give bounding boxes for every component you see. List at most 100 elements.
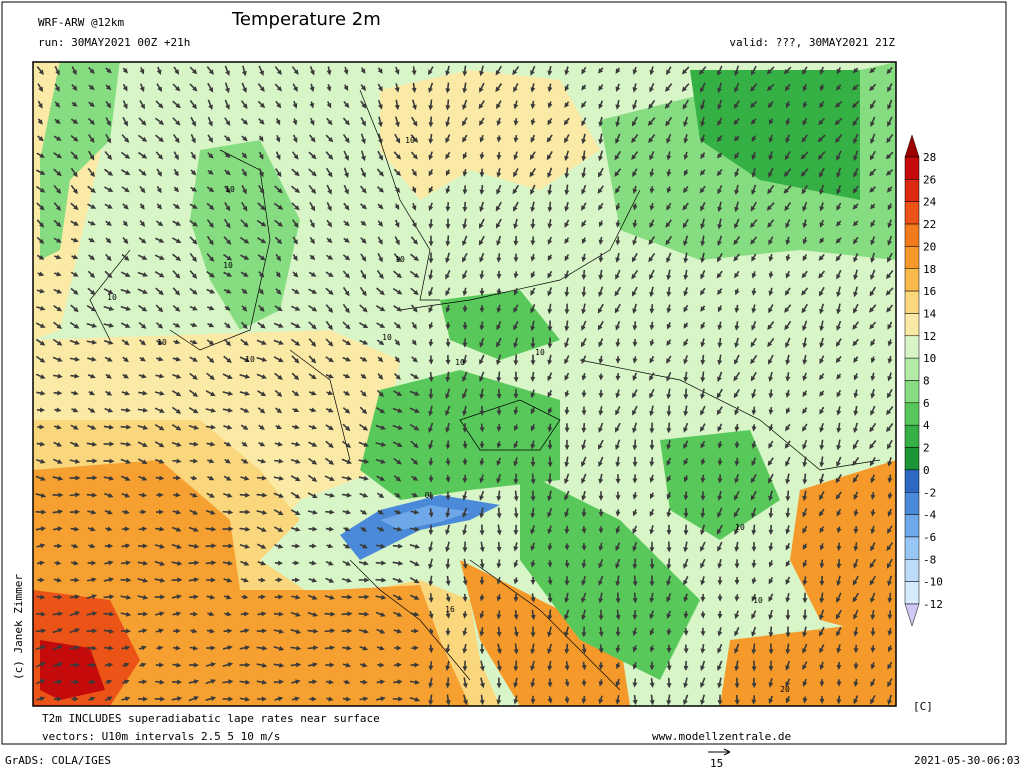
wind-arrow-head xyxy=(226,577,233,583)
wind-arrow-head xyxy=(73,289,79,295)
wind-arrow-head xyxy=(260,323,266,329)
wind-arrow-head xyxy=(292,119,298,126)
wind-arrow-head xyxy=(547,528,553,535)
wind-arrow-head xyxy=(124,492,131,498)
wind-arrow-head xyxy=(176,662,182,668)
colorbar-swatch xyxy=(904,514,920,538)
wind-arrow-head xyxy=(513,120,519,126)
wind-arrow-head xyxy=(598,239,604,245)
wind-arrow-head xyxy=(226,424,233,430)
colorbar-swatch xyxy=(904,179,920,202)
wind-arrow-head xyxy=(649,581,655,587)
wind-arrow-head xyxy=(649,274,654,280)
wind-arrow-head xyxy=(73,543,79,549)
colorbar-label: 28 xyxy=(923,151,936,164)
wind-arrow-head xyxy=(192,86,198,92)
wind-arrow-head xyxy=(245,662,251,668)
colorbar-swatch xyxy=(904,469,920,493)
wind-arrow-head xyxy=(244,543,250,549)
wind-arrow-head xyxy=(496,596,502,602)
wind-arrow-head xyxy=(277,374,283,380)
wind-arrow-head xyxy=(751,256,756,262)
wind-arrow-head xyxy=(75,475,81,481)
wind-arrow-head xyxy=(412,170,417,177)
wind-arrow-head xyxy=(108,645,114,651)
wind-arrow-head xyxy=(819,631,824,637)
wind-arrow-head xyxy=(411,70,417,76)
wind-arrow-head xyxy=(158,238,165,243)
wind-arrow-head xyxy=(683,290,689,297)
wind-arrow-head xyxy=(124,137,130,143)
wind-arrow-head xyxy=(277,441,284,447)
wind-arrow-head xyxy=(295,612,301,617)
wind-arrow-head xyxy=(72,171,78,178)
wind-arrow-head xyxy=(39,696,46,702)
wind-arrow-head xyxy=(278,340,285,345)
wind-arrow-head xyxy=(632,104,638,110)
wind-arrow-head xyxy=(428,394,434,400)
wind-arrow-head xyxy=(142,577,149,583)
wind-arrow-head xyxy=(801,272,807,279)
wind-arrow-head xyxy=(462,648,468,654)
wind-arrow-head xyxy=(700,648,706,654)
wind-arrow-head xyxy=(835,341,841,348)
wind-arrow-head xyxy=(496,513,502,519)
wind-arrow-head xyxy=(74,356,81,362)
wind-arrow-head xyxy=(177,560,183,566)
wind-arrow-head xyxy=(768,649,774,655)
wind-arrow-head xyxy=(40,526,47,532)
wind-arrow-head xyxy=(513,461,519,467)
wind-arrow-head xyxy=(564,155,569,162)
wind-arrow-head xyxy=(309,254,316,261)
wind-arrow-head xyxy=(243,561,250,566)
wind-arrow-head xyxy=(785,137,791,144)
wind-arrow-head xyxy=(262,492,268,498)
wind-arrow-head xyxy=(768,425,774,432)
wind-arrow-head xyxy=(598,580,603,586)
wind-arrow-head xyxy=(496,257,502,263)
wind-arrow-head xyxy=(479,613,485,619)
wind-arrow-head xyxy=(462,273,467,280)
wind-arrow-head xyxy=(834,102,841,108)
wind-arrow-head xyxy=(157,307,164,313)
wind-arrow-head xyxy=(109,458,115,464)
wind-arrow-head xyxy=(428,546,434,553)
wind-arrow-head xyxy=(734,478,740,484)
wind-arrow-head xyxy=(242,136,248,142)
wind-arrow-head xyxy=(225,458,231,464)
wind-arrow-head xyxy=(766,205,772,211)
wind-arrow-head xyxy=(784,324,790,331)
wind-arrow-head xyxy=(852,67,859,74)
wind-arrow-head xyxy=(311,560,317,566)
wind-arrow-head xyxy=(666,700,672,706)
wind-arrow-head xyxy=(751,578,757,585)
wind-arrow-head xyxy=(72,69,77,76)
wind-arrow-head xyxy=(259,408,266,414)
wind-arrow-head xyxy=(546,154,552,161)
wind-arrow-head xyxy=(74,526,80,532)
wind-arrow-head xyxy=(547,172,552,179)
wind-arrow-head xyxy=(632,375,638,381)
wind-arrow-head xyxy=(394,357,400,363)
wind-arrow-head xyxy=(870,138,875,145)
wind-arrow-head xyxy=(870,393,876,399)
wind-arrow-head xyxy=(428,613,434,620)
wind-arrow-head xyxy=(887,324,893,330)
wind-arrow-head xyxy=(242,87,247,93)
wind-arrow-head xyxy=(39,424,45,430)
wind-arrow-head xyxy=(124,187,130,193)
wind-arrow-head xyxy=(295,458,301,464)
map-border xyxy=(32,61,897,707)
wind-arrow-head xyxy=(158,492,164,498)
wind-arrow-head xyxy=(428,647,434,654)
wind-arrow-head xyxy=(260,221,267,227)
wind-arrow-head xyxy=(717,289,723,296)
wind-arrow-head xyxy=(665,222,671,228)
wind-arrow-head xyxy=(192,492,198,498)
wind-arrow-head xyxy=(108,577,115,583)
wind-arrow-head xyxy=(513,666,519,672)
wind-arrow-head xyxy=(107,204,113,209)
wind-arrow-head xyxy=(159,526,165,532)
wind-arrow-head xyxy=(192,357,198,362)
wind-arrow-head xyxy=(141,153,148,159)
